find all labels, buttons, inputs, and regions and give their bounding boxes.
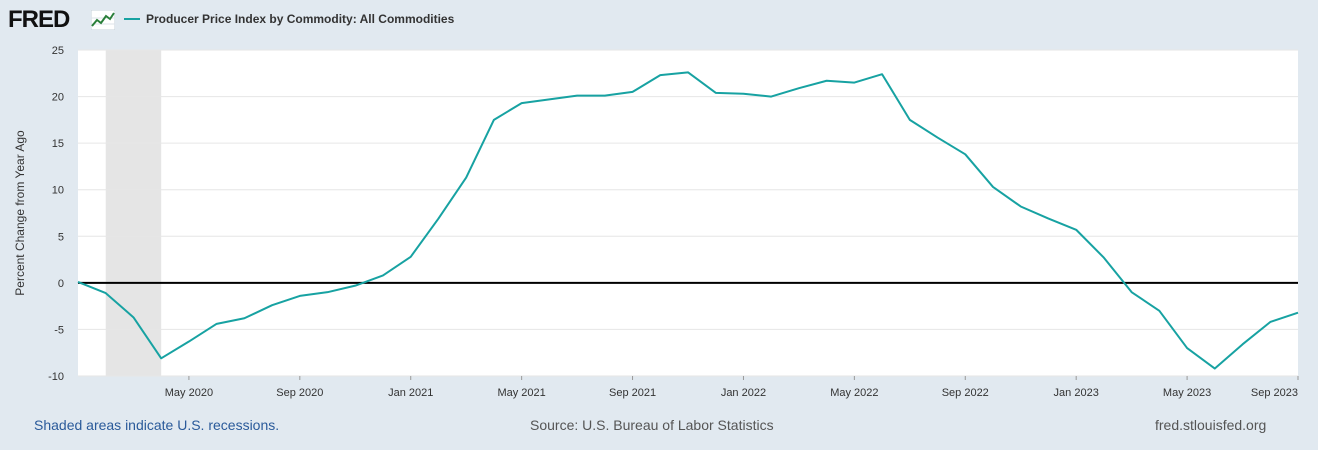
- data-point[interactable]: [853, 82, 855, 84]
- recession-shading-layer: [105, 50, 162, 376]
- x-tick-label: May 2020: [165, 387, 213, 399]
- y-tick-label: 20: [52, 92, 64, 104]
- data-point[interactable]: [881, 73, 883, 75]
- data-point[interactable]: [188, 341, 190, 343]
- data-point[interactable]: [548, 98, 550, 100]
- data-point[interactable]: [243, 317, 245, 319]
- data-point[interactable]: [798, 87, 800, 89]
- y-tick-label: 15: [52, 138, 64, 150]
- y-tick-label: 25: [52, 45, 64, 57]
- data-point[interactable]: [354, 285, 356, 287]
- y-tick-label: 0: [58, 278, 64, 290]
- x-tick-label: May 2023: [1163, 387, 1211, 399]
- data-point[interactable]: [1047, 218, 1049, 220]
- data-point[interactable]: [632, 91, 634, 93]
- y-tick-label: 5: [58, 231, 64, 243]
- data-point[interactable]: [937, 137, 939, 139]
- line-chart: -10 -5 0 5 10 15 20 25 May 2020 Sep 2020 Jan 2021…: [13, 45, 1299, 399]
- data-point[interactable]: [1186, 347, 1188, 349]
- plot-area: [78, 50, 1298, 376]
- data-point[interactable]: [992, 186, 994, 188]
- legend-series-swatch: [124, 17, 140, 20]
- gridlines: [78, 49, 1298, 377]
- series-line-0[interactable]: [77, 71, 1299, 370]
- data-point[interactable]: [521, 102, 523, 104]
- data-point[interactable]: [1269, 321, 1271, 323]
- data-point[interactable]: [826, 80, 828, 82]
- fred-logo-graph-icon: [91, 10, 115, 30]
- data-point[interactable]: [1242, 343, 1244, 345]
- data-point[interactable]: [493, 119, 495, 121]
- fred-logo[interactable]: FRED: [8, 6, 70, 33]
- data-point[interactable]: [576, 95, 578, 97]
- data-point[interactable]: [216, 323, 218, 325]
- data-point[interactable]: [465, 177, 467, 179]
- x-tick-label: Sep 2021: [609, 387, 656, 399]
- recession-note-link[interactable]: Shaded areas indicate U.S. recessions.: [34, 417, 280, 433]
- x-tick-label: Sep 2022: [942, 387, 989, 399]
- chart-header: FRED Producer Price Index by Commodity: …: [0, 0, 1318, 42]
- data-point[interactable]: [1020, 205, 1022, 207]
- data-point[interactable]: [715, 92, 717, 94]
- y-tick-label: -10: [48, 371, 64, 383]
- x-tick-label: Sep 2023: [1251, 387, 1298, 399]
- y-tick-label: -5: [54, 324, 64, 336]
- data-point[interactable]: [1131, 291, 1133, 293]
- data-point[interactable]: [1075, 229, 1077, 231]
- data-point[interactable]: [271, 304, 273, 306]
- data-point[interactable]: [105, 292, 107, 294]
- data-point[interactable]: [1297, 312, 1299, 314]
- x-tick-label: Jan 2023: [1054, 387, 1099, 399]
- x-tick-label: Jan 2021: [388, 387, 433, 399]
- recession-shade-0: [105, 50, 162, 376]
- data-point[interactable]: [132, 316, 134, 318]
- chart-legend[interactable]: Producer Price Index by Commodity: All C…: [124, 12, 454, 26]
- series-layer: [77, 71, 1299, 370]
- data-point[interactable]: [1103, 257, 1105, 259]
- x-tick-label: May 2021: [497, 387, 545, 399]
- data-point[interactable]: [299, 295, 301, 297]
- data-point[interactable]: [437, 218, 439, 220]
- data-point[interactable]: [659, 74, 661, 76]
- x-tick-label: May 2022: [830, 387, 878, 399]
- source-note: Source: U.S. Bureau of Labor Statistics: [530, 417, 774, 433]
- data-point[interactable]: [742, 93, 744, 95]
- data-point[interactable]: [160, 357, 162, 359]
- data-point[interactable]: [964, 153, 966, 155]
- y-axis-label: Percent Change from Year Ago: [13, 130, 27, 296]
- y-axis-ticks: -10 -5 0 5 10 15 20 25: [48, 45, 64, 383]
- data-point[interactable]: [77, 281, 79, 283]
- data-point[interactable]: [770, 96, 772, 98]
- data-point[interactable]: [687, 71, 689, 73]
- data-point[interactable]: [327, 291, 329, 293]
- y-tick-label: 10: [52, 185, 64, 197]
- legend-series-label: Producer Price Index by Commodity: All C…: [146, 12, 455, 26]
- x-axis-ticks: May 2020 Sep 2020 Jan 2021 May 2021 Sep 2021…: [165, 376, 1299, 399]
- data-point[interactable]: [382, 274, 384, 276]
- x-tick-label: Sep 2020: [276, 387, 323, 399]
- data-point[interactable]: [410, 256, 412, 258]
- x-tick-label: Jan 2022: [721, 387, 766, 399]
- data-point[interactable]: [909, 119, 911, 121]
- data-point[interactable]: [604, 95, 606, 97]
- data-point[interactable]: [1158, 310, 1160, 312]
- site-url: fred.stlouisfed.org: [1155, 417, 1267, 433]
- data-point[interactable]: [1214, 368, 1216, 370]
